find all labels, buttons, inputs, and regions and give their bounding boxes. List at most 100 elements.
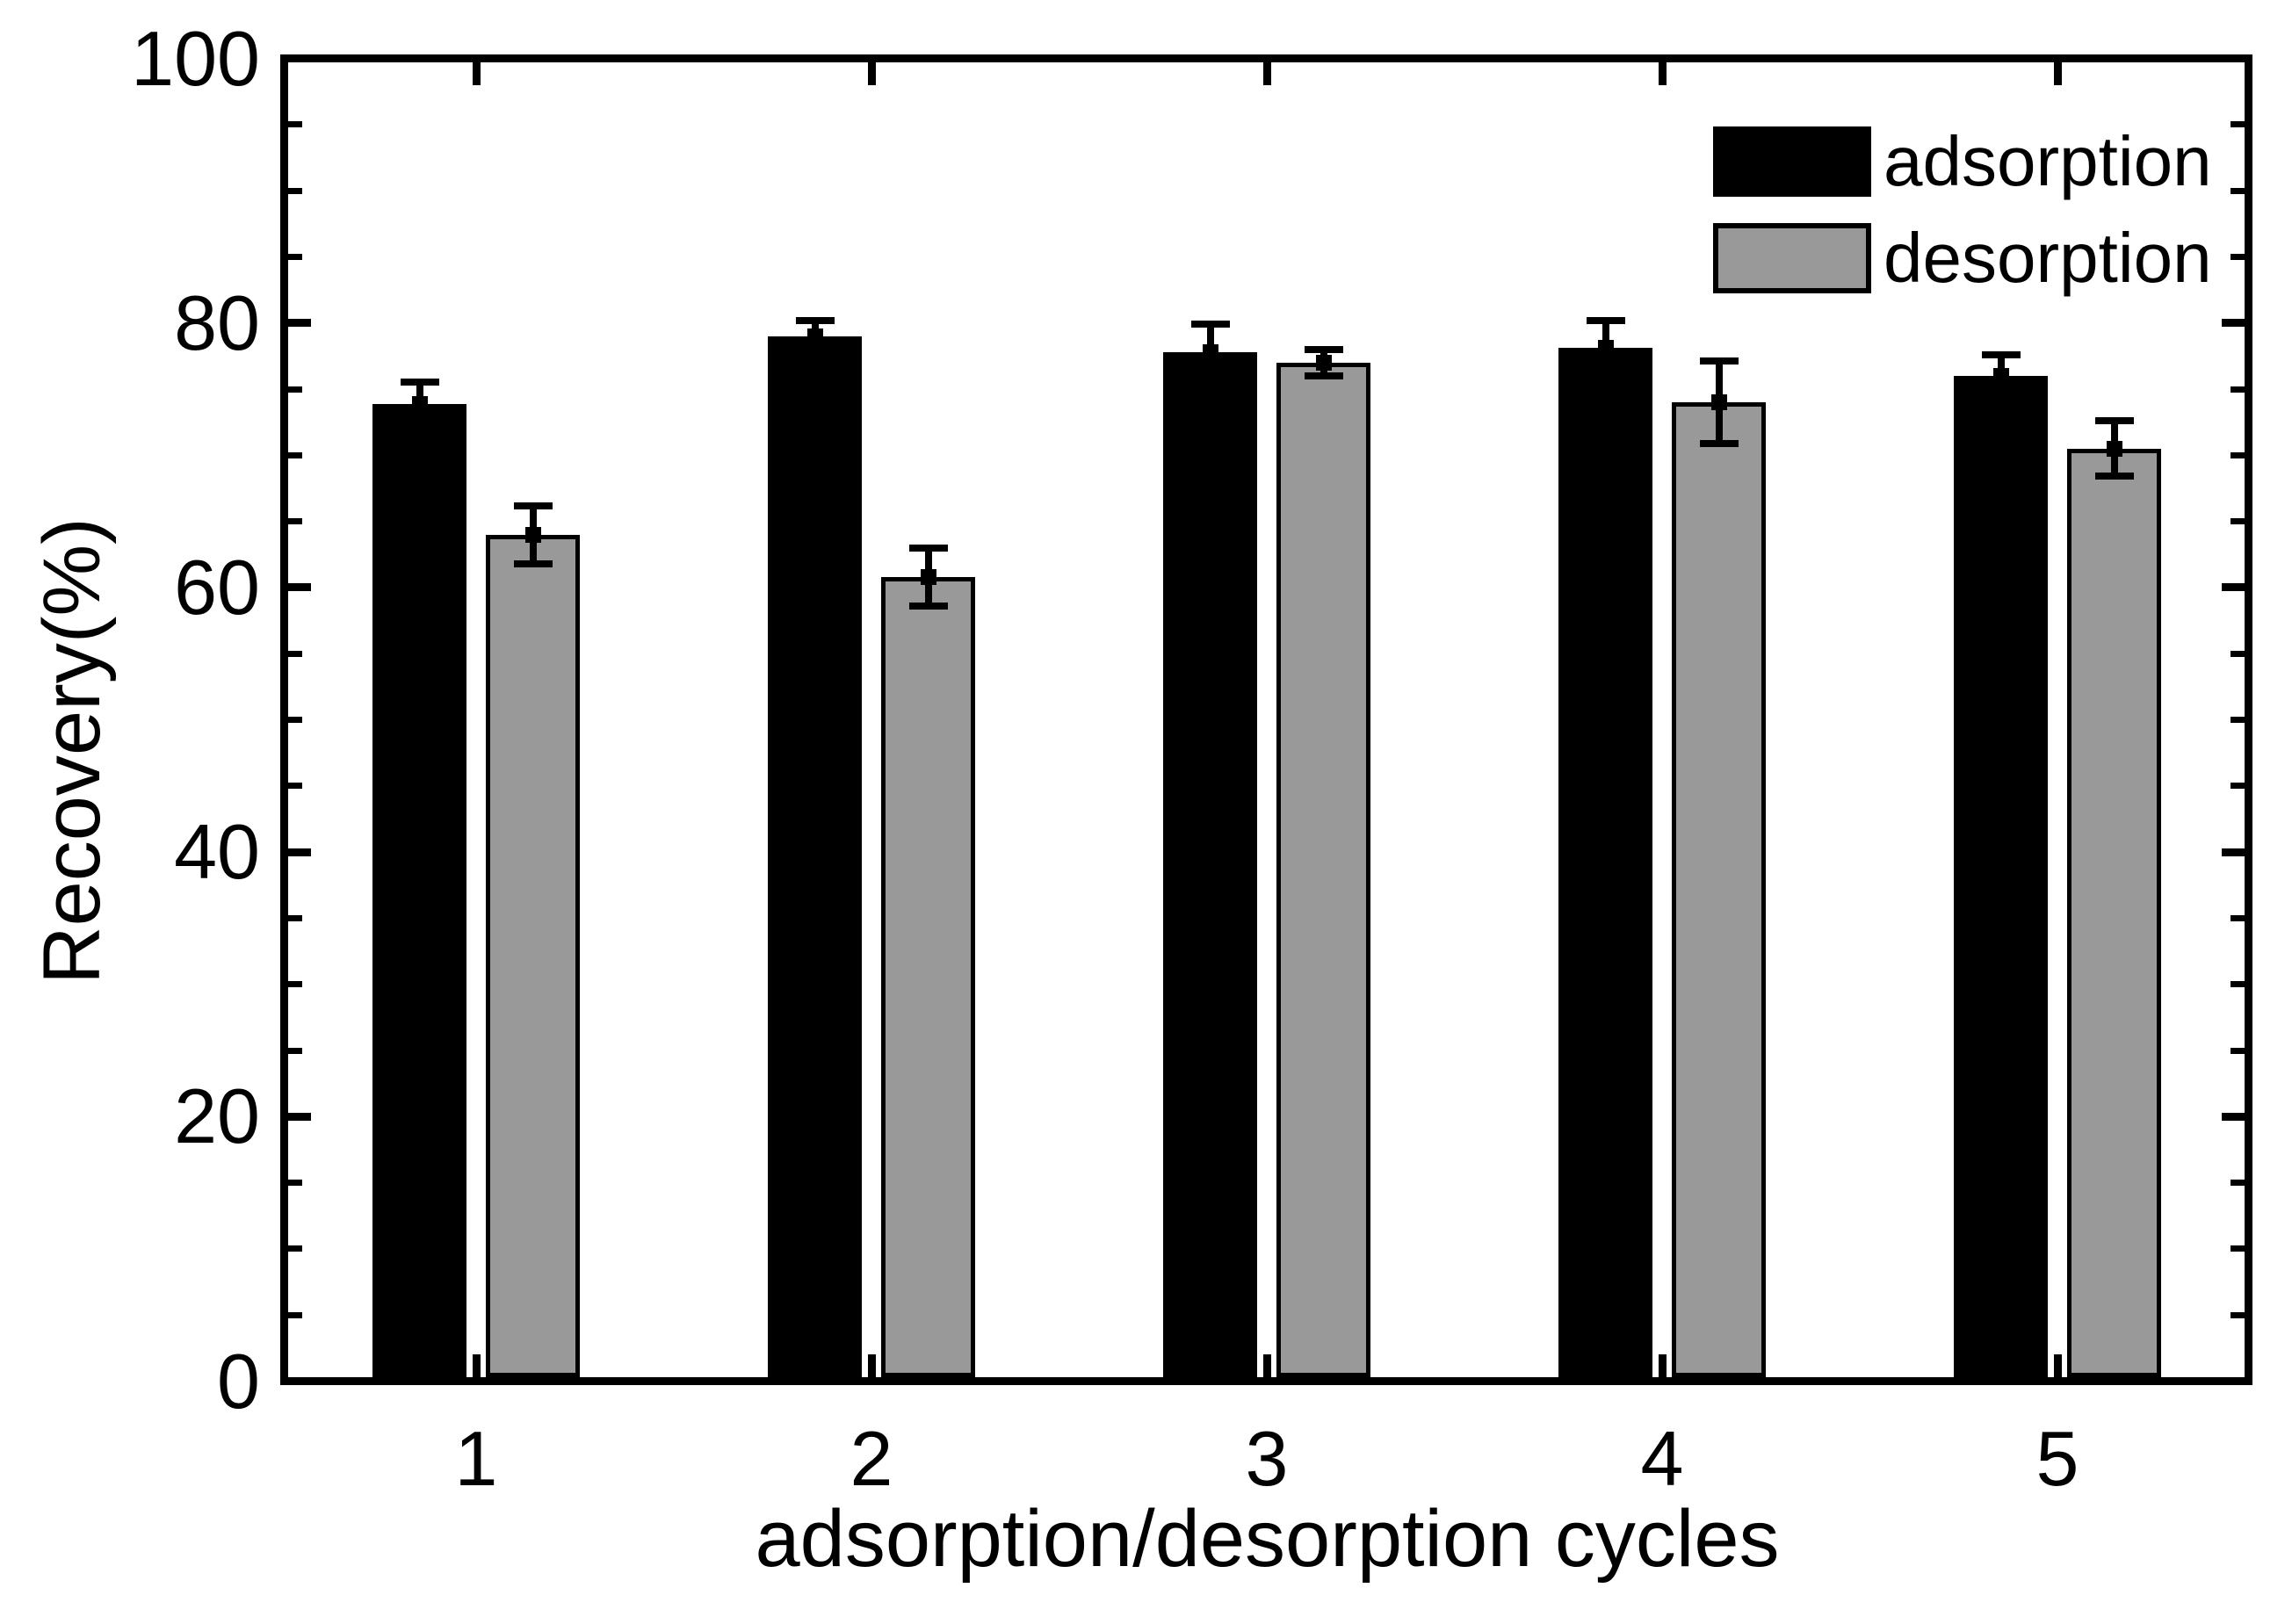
x-tick-top bbox=[1263, 62, 1271, 85]
error-bar-cap-bottom bbox=[1587, 372, 1625, 379]
y-minor-tick-right bbox=[2231, 518, 2245, 524]
bar-desorption bbox=[881, 577, 975, 1377]
plot-area-frame bbox=[280, 54, 2252, 1385]
mean-marker bbox=[2107, 441, 2122, 457]
error-bar-cap-top bbox=[514, 502, 553, 509]
mean-marker bbox=[1203, 344, 1218, 360]
mean-marker bbox=[525, 527, 541, 543]
y-minor-tick-right bbox=[2231, 1048, 2245, 1054]
error-bar-cap-bottom bbox=[1700, 440, 1739, 447]
y-minor-tick-right bbox=[2231, 386, 2245, 393]
legend-swatch-adsorption bbox=[1713, 126, 1871, 197]
error-bar-cap-bottom bbox=[909, 603, 948, 610]
error-bar-cap-top bbox=[909, 545, 948, 552]
error-bar-cap-top bbox=[1982, 351, 2021, 358]
y-tick-label: 40 bbox=[174, 808, 260, 895]
x-axis-label: adsorption/desorption cycles bbox=[755, 1494, 1780, 1584]
y-major-tick-right bbox=[2222, 583, 2245, 591]
y-minor-tick-left bbox=[288, 651, 302, 657]
error-bar-cap-bottom bbox=[1982, 393, 2021, 401]
error-bar-cap-top bbox=[1587, 317, 1625, 324]
x-tick-top bbox=[2054, 62, 2062, 85]
x-tick-label: 1 bbox=[454, 1415, 498, 1502]
y-minor-tick-left bbox=[288, 188, 302, 194]
error-bar-cap-top bbox=[796, 317, 835, 324]
legend: adsorption desorption bbox=[1713, 121, 2212, 314]
bar-desorption bbox=[486, 535, 580, 1377]
bar-adsorption bbox=[372, 404, 466, 1377]
x-tick-bottom bbox=[1659, 1354, 1667, 1377]
y-minor-tick-left bbox=[288, 386, 302, 393]
error-bar-cap-top bbox=[1191, 321, 1230, 328]
y-minor-tick-right bbox=[2231, 452, 2245, 458]
legend-item-adsorption: adsorption bbox=[1713, 121, 2212, 202]
x-tick-top bbox=[868, 62, 876, 85]
error-bar-cap-top bbox=[401, 379, 439, 386]
bar-desorption bbox=[1276, 363, 1370, 1377]
y-axis-label: Recovery(%) bbox=[27, 517, 117, 985]
mean-marker bbox=[807, 328, 823, 344]
bar-adsorption bbox=[1163, 352, 1257, 1377]
y-minor-tick-left bbox=[288, 981, 302, 987]
error-bar-cap-bottom bbox=[1191, 376, 1230, 383]
bar-adsorption bbox=[1954, 376, 2048, 1377]
y-minor-tick-right bbox=[2231, 717, 2245, 723]
y-minor-tick-right bbox=[2231, 651, 2245, 657]
legend-label-adsorption: adsorption bbox=[1883, 122, 2212, 200]
y-minor-tick-left bbox=[288, 783, 302, 789]
y-minor-tick-left bbox=[288, 254, 302, 260]
y-minor-tick-left bbox=[288, 452, 302, 458]
error-bar-cap-bottom bbox=[1305, 372, 1343, 379]
y-major-tick-right bbox=[2222, 319, 2245, 327]
y-minor-tick-right bbox=[2231, 1180, 2245, 1186]
y-minor-tick-right bbox=[2231, 121, 2245, 127]
y-major-tick-right bbox=[2222, 848, 2245, 856]
legend-item-desorption: desorption bbox=[1713, 218, 2212, 299]
mean-marker bbox=[412, 396, 428, 412]
legend-swatch-desorption bbox=[1713, 223, 1871, 293]
y-minor-tick-right bbox=[2231, 1312, 2245, 1318]
y-minor-tick-left bbox=[288, 915, 302, 921]
error-bar-cap-bottom bbox=[2095, 473, 2134, 480]
error-bar-cap-bottom bbox=[401, 422, 439, 429]
y-minor-tick-left bbox=[288, 1048, 302, 1054]
mean-marker bbox=[1598, 340, 1614, 356]
y-major-tick-left bbox=[288, 319, 311, 327]
x-tick-bottom bbox=[868, 1354, 876, 1377]
y-tick-label: 80 bbox=[174, 279, 260, 366]
y-minor-tick-left bbox=[288, 518, 302, 524]
bar-adsorption bbox=[768, 336, 862, 1377]
x-tick-top bbox=[473, 62, 481, 85]
y-tick-label: 0 bbox=[217, 1338, 260, 1425]
y-tick-label: 20 bbox=[174, 1072, 260, 1159]
x-tick-label: 5 bbox=[2035, 1415, 2079, 1502]
y-major-tick-right bbox=[2222, 1113, 2245, 1121]
mean-marker bbox=[1711, 394, 1727, 410]
y-minor-tick-right bbox=[2231, 981, 2245, 987]
legend-label-desorption: desorption bbox=[1883, 219, 2212, 297]
y-minor-tick-left bbox=[288, 1180, 302, 1186]
y-major-tick-left bbox=[288, 1113, 311, 1121]
y-major-tick-left bbox=[288, 848, 311, 856]
x-tick-bottom bbox=[1263, 1354, 1271, 1377]
y-minor-tick-right bbox=[2231, 254, 2245, 260]
error-bar-cap-top bbox=[1700, 357, 1739, 364]
mean-marker bbox=[1993, 368, 2009, 384]
error-bar-cap-bottom bbox=[514, 560, 553, 567]
bar-desorption bbox=[1672, 402, 1766, 1377]
y-tick-label: 60 bbox=[174, 544, 260, 631]
y-minor-tick-right bbox=[2231, 188, 2245, 194]
x-tick-top bbox=[1659, 62, 1667, 85]
error-bar-cap-bottom bbox=[796, 349, 835, 356]
y-minor-tick-left bbox=[288, 717, 302, 723]
bar-desorption bbox=[2067, 449, 2161, 1377]
x-tick-label: 3 bbox=[1245, 1415, 1289, 1502]
error-bar-cap-top bbox=[2095, 417, 2134, 424]
y-minor-tick-left bbox=[288, 121, 302, 127]
y-major-tick-left bbox=[288, 583, 311, 591]
x-tick-label: 2 bbox=[850, 1415, 893, 1502]
x-tick-label: 4 bbox=[1640, 1415, 1684, 1502]
y-minor-tick-right bbox=[2231, 1245, 2245, 1252]
y-minor-tick-right bbox=[2231, 783, 2245, 789]
